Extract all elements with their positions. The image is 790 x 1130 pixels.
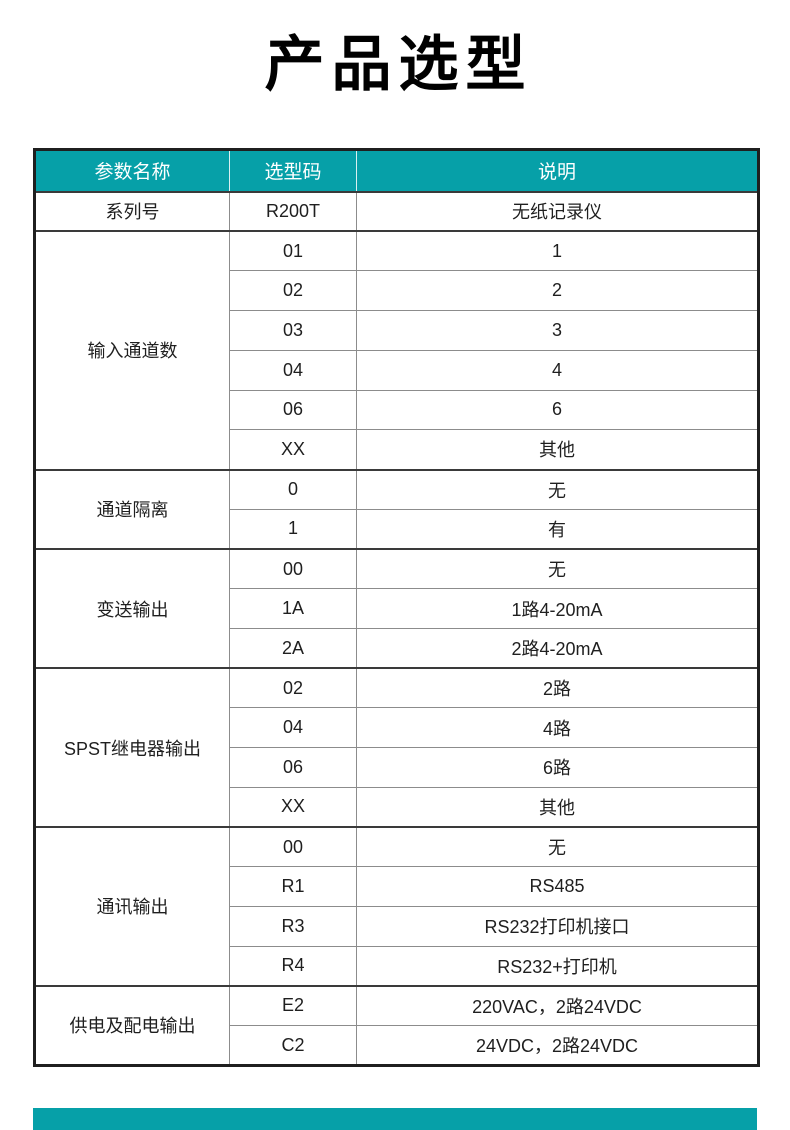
selection-code-cell: 1 [229,508,357,550]
description-cell: 6路 [356,747,759,788]
selection-code-cell: 04 [229,349,357,391]
table-row: R1 RS485 [35,866,759,907]
selection-code-cell: E2 [229,984,357,1027]
description-cell: 无 [356,826,759,868]
description-cell: RS485 [356,866,759,907]
selection-code-cell: 06 [229,747,357,788]
table-row: 02 2 [35,270,759,312]
selection-code-cell: R4 [229,945,357,987]
table-row: C2 24VDC，2路24VDC [35,1025,759,1066]
description-cell: 220VAC，2路24VDC [356,984,759,1027]
table-row: 1A 1路4-20mA [35,588,759,629]
selection-code-cell: 1A [229,588,357,629]
selection-code-cell: 03 [229,310,357,351]
selection-code-cell: R200T [229,190,357,232]
description-cell: 4路 [356,707,759,749]
product-selection-table: 参数名称 选型码 说明 系列号 R200T 无纸记录仪 输入通道数 01 1 02 2 03 3 0… [33,148,760,1067]
selection-code-cell: R3 [229,905,357,947]
selection-code-cell: XX [229,786,357,828]
table-row: 系列号 R200T 无纸记录仪 [34,190,759,232]
header-row: 参数名称 选型码 说明 [34,149,759,192]
description-cell: 其他 [356,786,759,828]
column-header-code: 选型码 [229,149,357,192]
description-cell: 无 [356,468,759,510]
selection-code-cell: 0 [229,468,357,510]
table-row: 06 6 [35,389,759,431]
selection-code-cell: 01 [229,230,357,272]
column-header-parameter: 参数名称 [34,149,230,192]
next-section-header-bar [33,1108,757,1130]
selection-code-cell: 00 [229,547,357,590]
description-cell: 2 [356,270,759,312]
parameter-name-cell: 供电及配电输出 [34,984,230,1066]
description-cell: 3 [356,310,759,351]
table-row: 04 4路 [35,707,759,749]
table-row: 输入通道数 01 1 [34,230,759,471]
table-header: 参数名称 选型码 说明 [34,149,759,192]
spec-table-body: 系列号 R200T 无纸记录仪 输入通道数 01 1 02 2 03 3 04 4 06 6 XX 其他 通道隔… [34,190,759,1066]
table-row: SPST继电器输出 02 2路 [34,667,759,828]
description-cell: 无 [356,547,759,590]
parameter-name-cell: 通讯输出 [34,826,230,987]
description-cell: 24VDC，2路24VDC [356,1025,759,1066]
column-header-description: 说明 [356,149,759,192]
parameter-name-cell: 通道隔离 [34,468,230,550]
table-row: XX 其他 [35,786,759,828]
selection-code-cell: 02 [229,270,357,312]
description-cell: 4 [356,349,759,391]
selection-code-cell: XX [229,429,357,471]
description-cell: 无纸记录仪 [356,190,759,232]
selection-code-cell: C2 [229,1025,357,1066]
description-cell: 1路4-20mA [356,588,759,629]
table-row: 04 4 [35,349,759,391]
table-row: 通讯输出 00 无 [34,826,759,987]
page-title: 产品选型 [264,31,533,98]
description-cell: RS232打印机接口 [356,905,759,947]
table-row: 供电及配电输出 E2 220VAC，2路24VDC [34,984,759,1066]
table-row: 03 3 [35,310,759,351]
description-cell: 其他 [356,429,759,471]
parameter-name-cell: SPST继电器输出 [34,667,230,828]
selection-code-cell: R1 [229,866,357,907]
description-cell: 2路 [356,667,759,709]
parameter-name-cell: 输入通道数 [34,230,230,471]
description-cell: 1 [356,230,759,272]
description-cell: RS232+打印机 [356,945,759,987]
description-cell: 有 [356,508,759,550]
selection-code-cell: 00 [229,826,357,868]
selection-code-cell: 2A [229,627,357,669]
table-row: 变送输出 00 无 [34,547,759,669]
parameter-name-cell: 系列号 [34,190,230,232]
description-cell: 6 [356,389,759,431]
selection-code-cell: 04 [229,707,357,749]
selection-code-cell: 02 [229,667,357,709]
table-row: XX 其他 [35,429,759,471]
table-row: 06 6路 [35,747,759,788]
table-row: 通道隔离 0 无 [34,468,759,550]
selection-code-cell: 06 [229,389,357,431]
table-row: R4 RS232+打印机 [35,945,759,987]
description-cell: 2路4-20mA [356,627,759,669]
parameter-name-cell: 变送输出 [34,547,230,669]
